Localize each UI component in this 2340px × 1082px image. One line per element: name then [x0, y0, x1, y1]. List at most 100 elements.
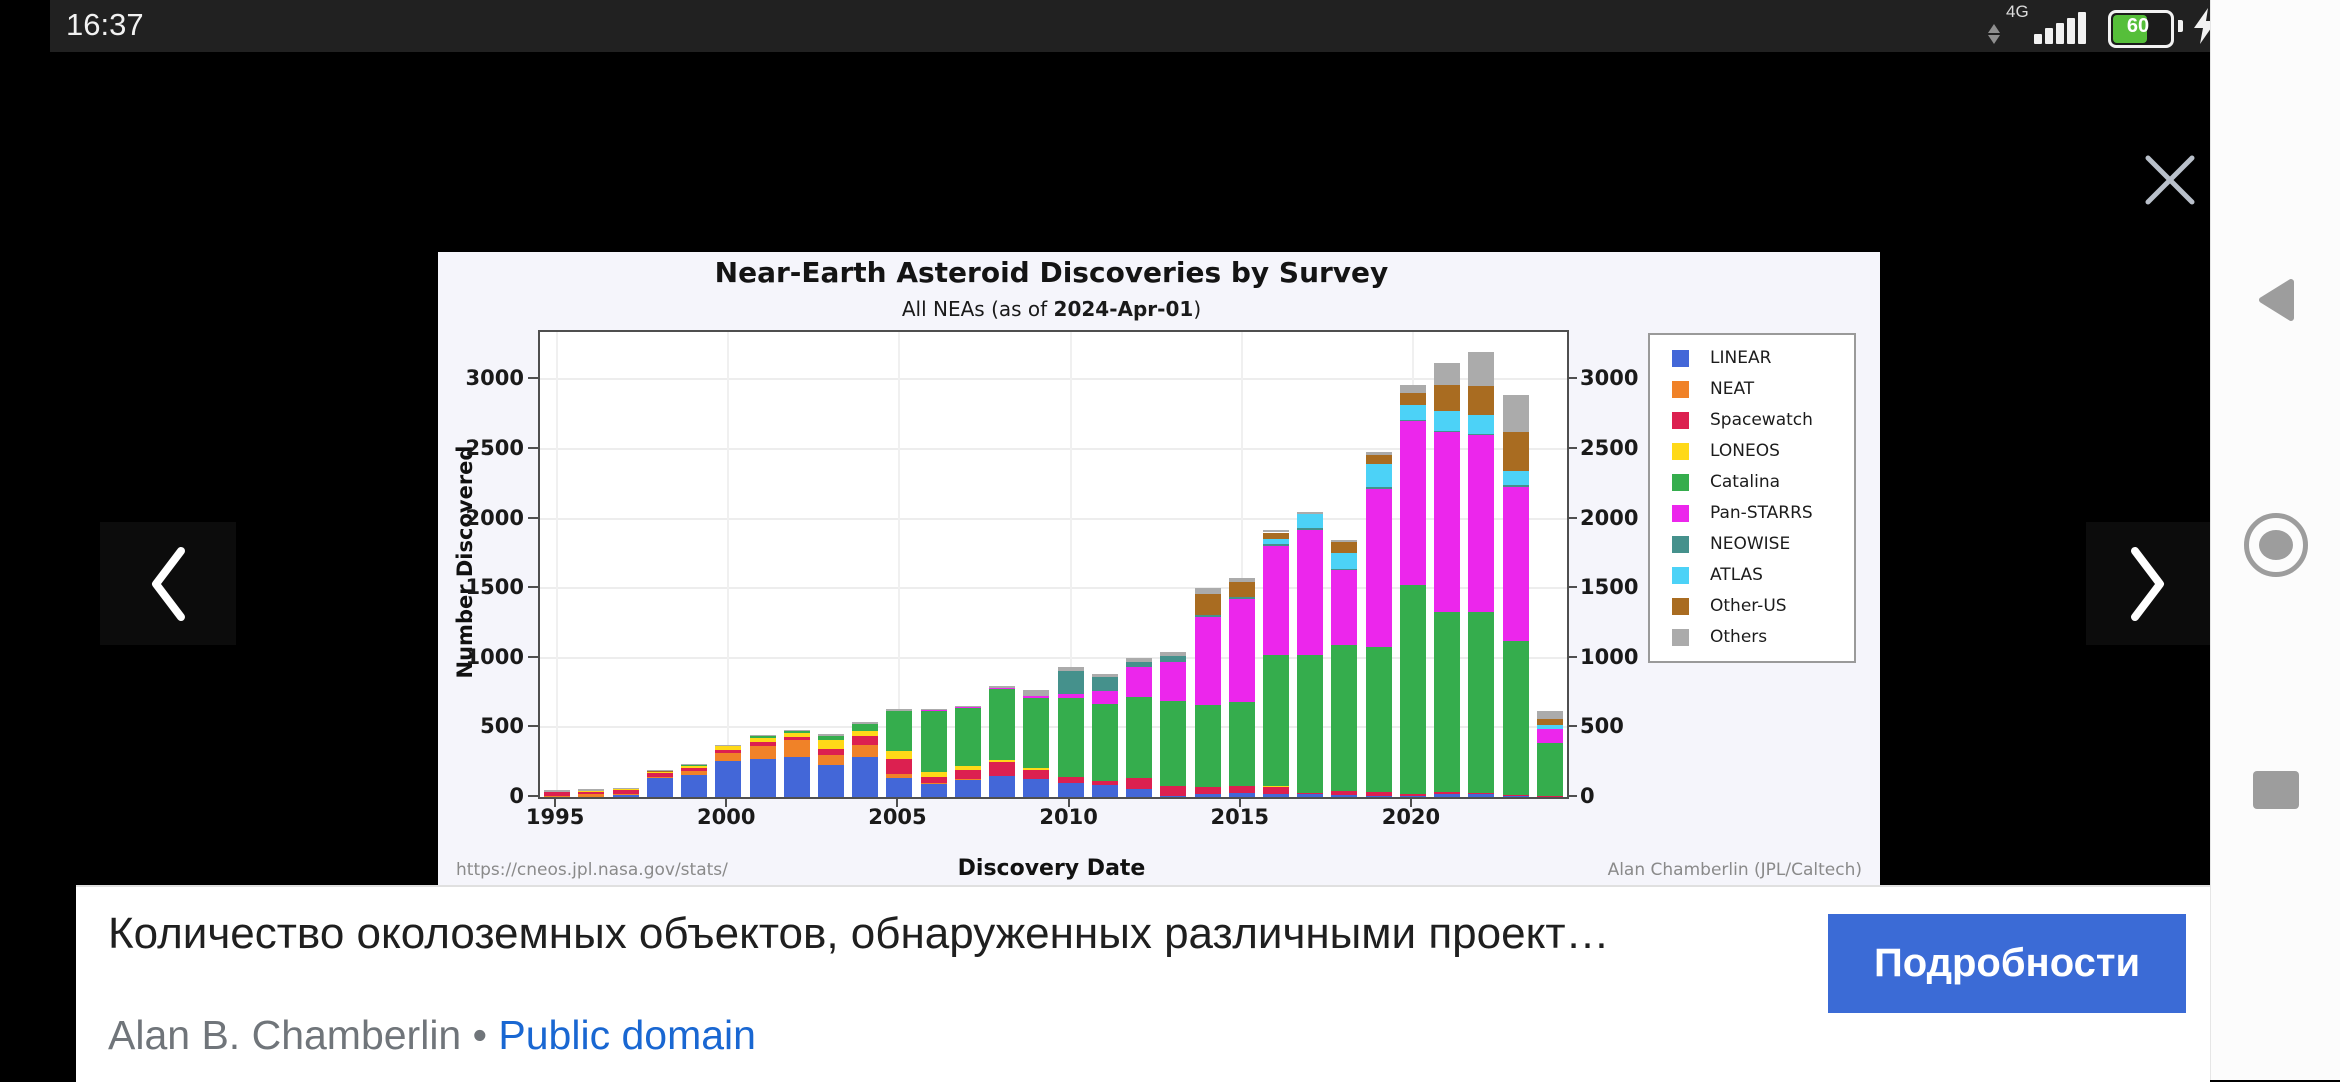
- details-button[interactable]: Подробности: [1828, 914, 2186, 1013]
- y-tick-label-right: 1000: [1580, 644, 1639, 669]
- bar-segment: [1331, 794, 1358, 797]
- y-tick-label-left: 2000: [465, 505, 524, 530]
- y-tick-mark: [1567, 516, 1577, 519]
- bar-segment: [1263, 544, 1290, 547]
- home-circle-icon: [2244, 513, 2308, 577]
- android-home-button[interactable]: [2211, 490, 2340, 600]
- x-tick-label: 2020: [1381, 805, 1441, 829]
- bar-segment: [1399, 795, 1426, 797]
- legend-item: LINEAR: [1650, 343, 1854, 375]
- bar-segment: [749, 734, 776, 737]
- android-back-button[interactable]: [2211, 245, 2340, 355]
- bar-segment: [1468, 794, 1495, 797]
- bar-segment: [1434, 384, 1461, 412]
- bar-segment: [954, 769, 981, 780]
- bar-segment: [1434, 363, 1461, 385]
- bar-segment: [1126, 696, 1153, 779]
- x-tick-label: 2000: [697, 805, 756, 829]
- bar-segment: [1091, 704, 1118, 781]
- bar-segment: [1057, 783, 1084, 797]
- bar-segment: [852, 744, 879, 758]
- bar-segment: [1126, 657, 1153, 662]
- chevron-left-icon: [152, 546, 185, 621]
- legend-swatch: [1672, 629, 1689, 646]
- bar-segment: [1297, 514, 1324, 529]
- bar-segment: [1434, 430, 1461, 433]
- bar-segment: [1297, 529, 1324, 655]
- bar-segment: [1194, 786, 1221, 795]
- gridline-v: [727, 332, 730, 797]
- legend-label: LONEOS: [1710, 441, 1780, 461]
- bar-segment: [989, 685, 1016, 688]
- legend-item: ATLAS: [1650, 560, 1854, 592]
- bar-segment: [715, 744, 742, 747]
- bar-segment: [817, 735, 844, 741]
- bar-segment: [1468, 792, 1495, 795]
- x-tick-label: 2015: [1210, 805, 1269, 829]
- legend-label: Spacewatch: [1710, 410, 1813, 430]
- y-tick-label-left: 500: [480, 714, 524, 739]
- bar-segment: [783, 736, 810, 741]
- y-tick-label-left: 2500: [465, 435, 524, 460]
- bar-segment: [989, 760, 1016, 763]
- bar-segment: [681, 767, 708, 772]
- gridline-h: [540, 656, 1567, 659]
- bar-segment: [1160, 795, 1187, 797]
- license-link[interactable]: Public domain: [498, 1012, 756, 1058]
- previous-image-button[interactable]: [100, 522, 236, 645]
- gridline-v: [556, 332, 559, 797]
- legend-label: NEOWISE: [1710, 534, 1791, 554]
- bar-segment: [954, 779, 981, 797]
- bar-segment: [1297, 511, 1324, 515]
- bar-segment: [1468, 352, 1495, 387]
- bar-segment: [817, 740, 844, 749]
- bar-segment: [1263, 530, 1290, 533]
- bar-segment: [749, 736, 776, 739]
- bar-segment: [1160, 661, 1187, 701]
- bar-segment: [1228, 792, 1255, 797]
- gridline-h: [540, 447, 1567, 450]
- bar-segment: [749, 742, 776, 747]
- bar-segment: [1160, 656, 1187, 662]
- bar-segment: [1502, 485, 1529, 487]
- bar-segment: [681, 764, 708, 767]
- legend-swatch: [1672, 350, 1689, 367]
- source-url-text: https://cneos.jpl.nasa.gov/stats/: [456, 860, 728, 880]
- bar-segment: [612, 793, 639, 795]
- bar-segment: [1331, 568, 1358, 571]
- bar-segment: [1502, 794, 1529, 797]
- bar-segment: [1331, 542, 1358, 553]
- bar-segment: [1399, 419, 1426, 422]
- bar-segment: [1126, 788, 1153, 797]
- bar-segment: [852, 757, 879, 797]
- bar-segment: [1263, 532, 1290, 540]
- y-tick-mark: [528, 586, 538, 589]
- y-tick-label-left: 1500: [465, 575, 524, 600]
- bar-segment: [1399, 585, 1426, 794]
- android-recents-button[interactable]: [2211, 735, 2340, 845]
- battery-percent-text: 60: [2126, 15, 2150, 37]
- legend-label: ATLAS: [1710, 565, 1763, 585]
- separator-dot: •: [472, 1012, 487, 1058]
- viewed-image-chart[interactable]: Near-Earth Asteroid Discoveries by Surve…: [438, 252, 1880, 893]
- bar-segment: [1331, 790, 1358, 795]
- y-tick-mark: [528, 655, 538, 658]
- bar-segment: [1536, 711, 1563, 720]
- bar-segment: [1502, 394, 1529, 433]
- bar-segment: [1057, 671, 1084, 694]
- bar-segment: [1091, 673, 1118, 678]
- chevron-right-icon: [2131, 546, 2164, 621]
- bar-segment: [783, 732, 810, 737]
- bar-segment: [612, 787, 639, 790]
- close-button[interactable]: [2140, 150, 2200, 210]
- legend-item: Other-US: [1650, 591, 1854, 623]
- x-tick-label: 1995: [525, 805, 585, 829]
- bar-segment: [1228, 581, 1255, 598]
- next-image-button[interactable]: [2086, 522, 2210, 645]
- bar-segment: [646, 769, 673, 772]
- bar-segment: [1399, 405, 1426, 420]
- y-tick-label-left: 1000: [465, 644, 524, 669]
- bar-segment: [1297, 655, 1324, 793]
- gridline-v: [898, 332, 901, 797]
- y-tick-label-left: 3000: [465, 366, 524, 391]
